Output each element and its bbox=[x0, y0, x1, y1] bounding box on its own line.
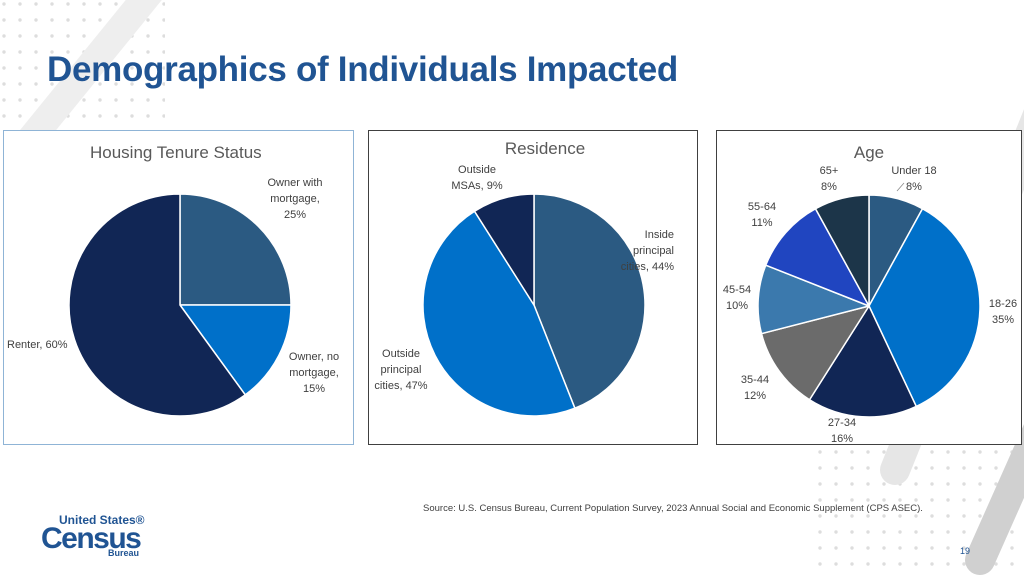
slice-label-age-4: 45-54 10% bbox=[723, 284, 751, 312]
pie-slice-age-3 bbox=[760, 305, 870, 401]
slice-label-age-0: Under 18 8% bbox=[891, 165, 936, 193]
housing-tenure-chart: Housing Tenure Status Owner with mortgage,… bbox=[3, 130, 354, 445]
logo-line-3: Bureau bbox=[108, 548, 140, 558]
chart-title-age: Age bbox=[854, 143, 884, 162]
page-number: 19 bbox=[960, 546, 971, 556]
leader-line-under18 bbox=[896, 182, 905, 192]
age-chart: Age Under 18 8% 18-26 35% 27-34 16% 35-44 12% 45-… bbox=[716, 130, 1022, 445]
logo-line-2: Census bbox=[41, 522, 142, 555]
slice-label-residence-0: Inside principal cities, 44% bbox=[621, 229, 674, 273]
age-pie: Age Under 18 8% 18-26 35% 27-34 16% 35-44 12% 45-… bbox=[723, 143, 1017, 444]
pie-slice-age-5 bbox=[765, 207, 870, 307]
slice-label-age-5: 55-64 11% bbox=[748, 201, 776, 229]
pie-slice-age-1 bbox=[868, 207, 981, 408]
slice-label-housing-1: Owner, no mortgage, 15% bbox=[289, 351, 339, 395]
pie-slice-age-2 bbox=[808, 305, 918, 418]
pie-slice-age-6 bbox=[814, 194, 870, 307]
pie-slice-residence-1 bbox=[422, 210, 576, 417]
slice-label-residence-2: Outside MSAs, 9% bbox=[451, 164, 503, 192]
slice-label-housing-2: Renter, 60% bbox=[7, 339, 68, 351]
residence-chart: Residence Inside principal cities, 44% Outsi… bbox=[368, 130, 698, 445]
slice-label-age-1: 18-26 35% bbox=[989, 298, 1017, 326]
logo-line-1: United States® bbox=[59, 513, 145, 527]
residence-pie: Residence Inside principal cities, 44% Outsi… bbox=[374, 139, 674, 417]
housing-tenure-pie: Housing Tenure Status Owner with mortgage,… bbox=[7, 143, 339, 417]
slice-label-age-6: 65+ 8% bbox=[820, 165, 839, 193]
slice-label-housing-0: Owner with mortgage, 25% bbox=[267, 177, 322, 221]
chart-title-housing: Housing Tenure Status bbox=[90, 143, 262, 162]
pie-slice-housing-2 bbox=[68, 193, 246, 417]
pie-slice-residence-2 bbox=[473, 193, 535, 306]
pie-slice-residence-0 bbox=[533, 193, 646, 409]
slice-label-age-3: 35-44 12% bbox=[741, 374, 769, 402]
slice-label-age-2: 27-34 16% bbox=[828, 417, 856, 444]
pie-slice-housing-0 bbox=[179, 193, 292, 306]
page-title: Demographics of Individuals Impacted bbox=[47, 50, 678, 89]
source-note: Source: U.S. Census Bureau, Current Popu… bbox=[423, 503, 923, 514]
census-logo: United States® Census Bureau bbox=[41, 513, 151, 559]
slice-label-residence-1: Outside principal cities, 47% bbox=[374, 348, 427, 392]
pie-slice-housing-1 bbox=[179, 304, 292, 396]
chart-title-residence: Residence bbox=[505, 139, 585, 158]
